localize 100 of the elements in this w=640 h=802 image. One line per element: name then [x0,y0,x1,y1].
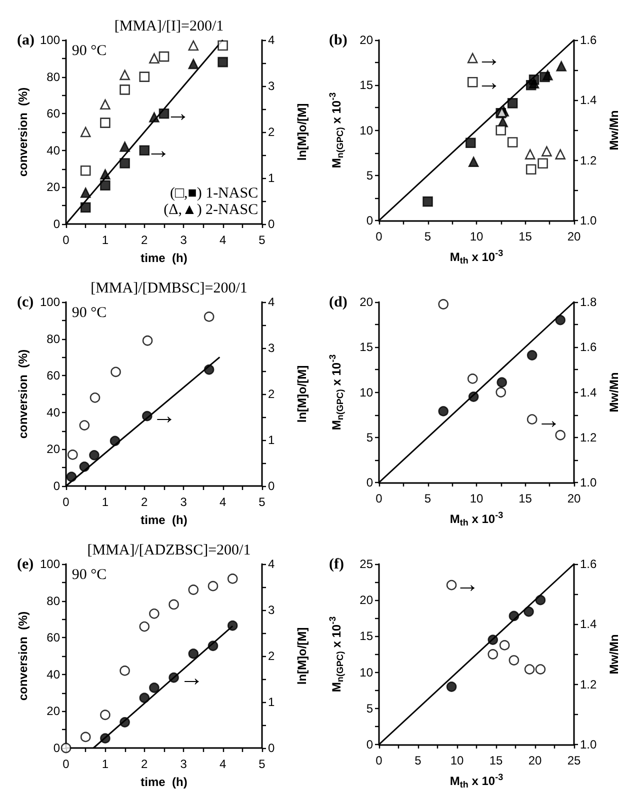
x-tick-label: 1 [102,757,109,771]
y-tick-label: 5 [366,701,374,716]
y-tick-label: 60 [46,630,60,645]
x-tick-label: 4 [219,233,226,247]
y-tick-label: 0 [366,738,374,752]
chart-subtitle: [MMA]/[I]=200/1 [114,18,224,34]
y2-axis-title: Mw/Mn [607,372,621,412]
y-tick-label: 15 [360,340,374,354]
chart-subtitle: [MMA]/[ADZBSC]=200/1 [87,542,251,558]
y-tick-label: 10 [360,665,374,680]
y2-tick-label: 1.0 [580,476,598,490]
x-tick-label: 0 [62,495,70,509]
y2-tick-label: 1.6 [580,33,598,47]
y-axis-title: Mn(GPC) x 10-3 [328,354,345,430]
y-tick-label: 20 [360,33,374,47]
y-axis-title: Mn(GPC) x 10-3 [328,92,345,168]
chart-title: (d) [329,294,348,310]
x-tick-label: 3 [180,495,188,509]
y2-tick-label: 3 [268,603,275,617]
y2-tick-label: 0 [268,479,275,493]
y-tick-label: 80 [46,332,60,346]
chart-title: (e) [17,556,34,572]
x-tick-label: 1 [102,233,109,247]
x-tick-label: 25 [567,754,581,768]
y2-tick-label: 4 [268,33,275,47]
y2-tick-label: 1.4 [580,93,598,108]
annotation: → [455,571,480,598]
y-tick-label: 0 [53,741,60,755]
y-tick-label: 40 [46,405,60,420]
y-tick-label: 15 [360,78,374,92]
x-tick-label: 10 [450,754,464,768]
x-tick-label: 5 [424,230,432,244]
annotation: (Δ,▲) 2-NASC [164,202,258,218]
y-tick-label: 15 [360,629,374,644]
y2-tick-label: 1.6 [580,340,598,354]
annotation: → [180,664,204,692]
x-tick-label: 5 [258,233,266,247]
y-tick-label: 60 [46,368,60,383]
y2-tick-label: 1.2 [580,430,598,444]
x-tick-label: 2 [141,757,148,771]
x-tick-label: 15 [518,230,532,244]
chart-title: (a) [17,32,34,48]
x-tick-label: 0 [376,754,383,768]
y-tick-label: 5 [366,430,374,444]
y2-tick-label: 1.0 [580,738,598,752]
chart-subtitle: [MMA]/[DMBSC]=200/1 [90,280,248,296]
x-tick-label: 3 [180,233,188,247]
x-tick-label: 20 [567,492,581,506]
y2-tick-label: 1.0 [580,214,598,228]
y2-tick-label: 3 [268,79,275,93]
y2-tick-label: 2 [268,649,275,663]
x-tick-label: 0 [62,757,70,771]
annotation: 90 °C [72,305,107,322]
y2-tick-label: 1.6 [580,557,598,571]
y2-tick-label: 1.4 [580,385,598,400]
y-tick-label: 100 [40,295,60,309]
y-tick-label: 25 [360,557,374,571]
annotation: 90 °C [72,567,107,584]
chart-title: (f) [329,556,344,572]
x-tick-label: 20 [528,754,542,768]
y-tick-label: 100 [40,557,60,571]
y-tick-label: 80 [46,70,60,84]
y-tick-label: 80 [46,594,60,608]
y2-tick-label: 0 [268,741,275,755]
y-tick-label: 0 [53,479,60,493]
y-axis-title: conversion (%) [16,349,30,439]
y-tick-label: 20 [360,593,374,608]
x-tick-label: 1 [102,495,109,509]
y2-axis-title: ln[M]o/[M] [295,365,309,423]
x-tick-label: 2 [141,233,148,247]
y-tick-label: 60 [46,106,60,121]
y2-tick-label: 0 [268,217,275,231]
y2-tick-label: 1.4 [580,617,598,632]
annotation: → [166,100,190,128]
y2-tick-label: 1.2 [580,677,598,692]
x-tick-label: 4 [219,495,226,509]
annotation: → [152,402,176,430]
y-tick-label: 100 [40,33,60,47]
annotation: 90 °C [72,43,107,60]
y2-tick-label: 4 [268,557,275,571]
y-tick-label: 0 [366,476,374,490]
y2-tick-label: 1 [268,695,275,709]
x-tick-label: 20 [567,230,581,244]
y-tick-label: 10 [360,385,374,400]
annotation: → [146,136,170,164]
y-tick-label: 40 [46,667,60,682]
x-axis-title: time (h) [140,251,188,265]
x-tick-label: 2 [141,495,148,509]
y-tick-label: 40 [46,143,60,158]
y-tick-label: 20 [46,180,60,194]
x-axis-title: time (h) [140,513,188,527]
x-tick-label: 5 [258,495,266,509]
y-tick-label: 0 [366,214,374,228]
chart-title: (c) [17,294,34,310]
y-tick-label: 10 [360,123,374,138]
y-tick-label: 20 [360,295,374,309]
y-axis-title: Mn(GPC) x 10-3 [328,616,345,692]
y-axis-title: conversion (%) [16,87,30,177]
x-tick-label: 4 [219,757,226,771]
x-axis-title: time (h) [140,775,188,789]
